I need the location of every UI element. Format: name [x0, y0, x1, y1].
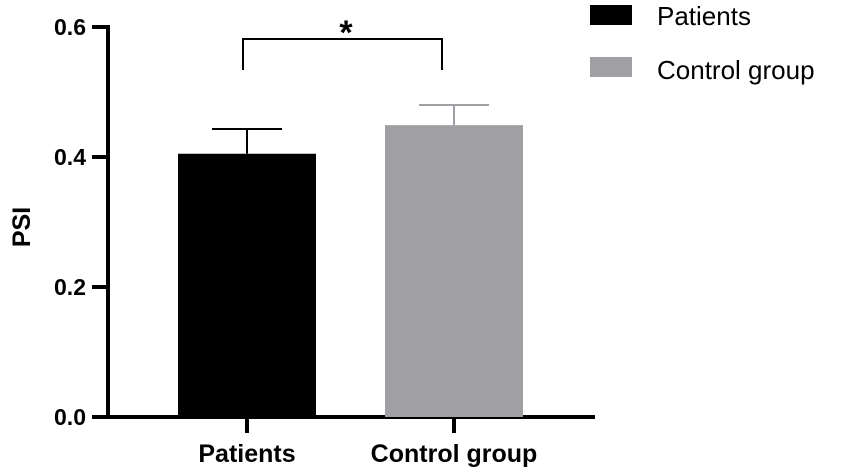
y-tick-label: 0.2	[54, 274, 86, 300]
legend-swatch-control	[590, 57, 632, 77]
significance-asterisk: *	[339, 14, 353, 52]
y-tick-label: 0.0	[54, 404, 86, 430]
y-axis-title: PSI	[8, 207, 36, 247]
legend: Patients Control group	[590, 1, 815, 85]
bar-patients	[178, 153, 316, 417]
y-tick-label: 0.6	[54, 14, 86, 40]
y-tick-label: 0.4	[54, 144, 86, 170]
x-tick-label: Control group	[371, 440, 538, 468]
legend-label-patients: Patients	[657, 1, 751, 31]
x-tick-label: Patients	[198, 440, 295, 468]
bars	[178, 104, 523, 418]
legend-swatch-patients	[590, 5, 632, 25]
x-tick-labels: Patients Control group	[198, 417, 537, 468]
significance-bracket: *	[242, 14, 443, 70]
bar-control-group	[385, 125, 523, 418]
legend-label-control: Control group	[657, 55, 815, 85]
y-ticks: 0.0 0.2 0.4 0.6	[54, 14, 108, 430]
